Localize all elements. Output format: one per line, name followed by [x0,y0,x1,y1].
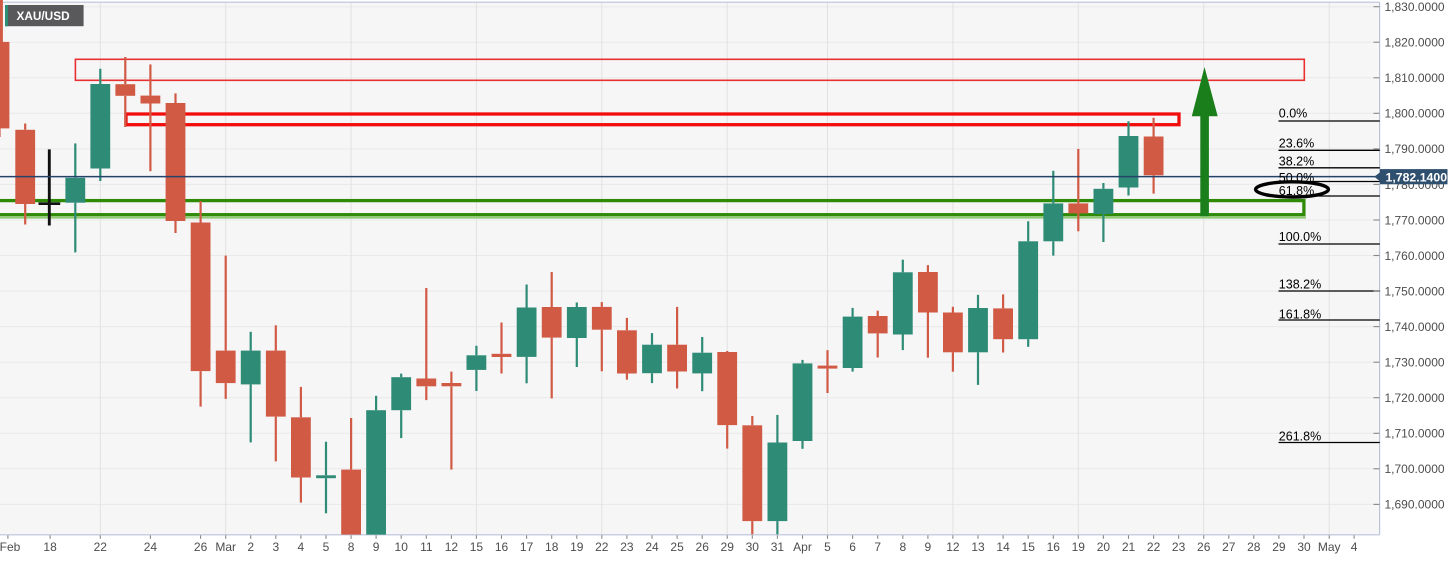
svg-text:1,820.0000: 1,820.0000 [1385,36,1445,50]
svg-text:15: 15 [470,540,484,554]
svg-text:31: 31 [771,540,785,554]
svg-text:May: May [1318,540,1341,554]
svg-text:11: 11 [420,540,433,554]
svg-text:16: 16 [1047,540,1061,554]
svg-text:38.2%: 38.2% [1279,155,1314,169]
svg-text:30: 30 [1297,540,1311,554]
svg-text:8: 8 [899,540,906,554]
svg-text:2: 2 [247,540,254,554]
svg-text:1,740.0000: 1,740.0000 [1385,320,1445,334]
svg-text:Mar: Mar [215,540,236,554]
svg-text:29: 29 [721,540,735,554]
svg-text:161.8%: 161.8% [1279,307,1321,321]
svg-text:19: 19 [1072,540,1086,554]
svg-text:1,720.0000: 1,720.0000 [1385,391,1445,405]
svg-text:1,830.0000: 1,830.0000 [1385,0,1445,14]
svg-text:20: 20 [1097,540,1111,554]
svg-text:1,810.0000: 1,810.0000 [1385,71,1445,85]
svg-text:Apr: Apr [793,540,812,554]
svg-text:1,730.0000: 1,730.0000 [1385,356,1445,370]
svg-text:24: 24 [645,540,659,554]
svg-text:14: 14 [996,540,1010,554]
svg-text:9: 9 [925,540,932,554]
svg-text:1,710.0000: 1,710.0000 [1385,427,1445,441]
svg-text:13: 13 [971,540,985,554]
svg-text:0.0%: 0.0% [1279,107,1308,121]
svg-text:Feb: Feb [0,540,21,554]
svg-text:29: 29 [1272,540,1286,554]
svg-text:22: 22 [94,540,108,554]
svg-text:1,800.0000: 1,800.0000 [1385,107,1445,121]
svg-text:5: 5 [323,540,330,554]
svg-text:23.6%: 23.6% [1279,137,1314,151]
svg-text:16: 16 [495,540,509,554]
svg-text:4: 4 [298,540,305,554]
svg-text:22: 22 [1147,540,1161,554]
svg-text:10: 10 [395,540,409,554]
svg-text:28: 28 [1247,540,1261,554]
svg-text:5: 5 [824,540,831,554]
svg-text:1,790.0000: 1,790.0000 [1385,142,1445,156]
svg-text:138.2%: 138.2% [1279,277,1321,291]
svg-text:15: 15 [1022,540,1036,554]
svg-text:30: 30 [746,540,760,554]
svg-text:25: 25 [670,540,684,554]
svg-text:17: 17 [520,540,534,554]
svg-text:61.8%: 61.8% [1279,184,1314,198]
svg-text:26: 26 [696,540,710,554]
svg-text:27: 27 [1222,540,1236,554]
svg-text:12: 12 [445,540,459,554]
svg-text:4: 4 [1351,540,1358,554]
svg-text:19: 19 [570,540,584,554]
svg-text:12: 12 [946,540,960,554]
svg-text:23: 23 [1172,540,1186,554]
svg-text:8: 8 [348,540,355,554]
svg-text:1,750.0000: 1,750.0000 [1385,284,1445,298]
svg-text:18: 18 [43,540,57,554]
svg-text:1,690.0000: 1,690.0000 [1385,498,1445,512]
svg-text:23: 23 [620,540,634,554]
svg-text:XAU/USD: XAU/USD [17,9,71,23]
svg-text:1,700.0000: 1,700.0000 [1385,462,1445,476]
svg-text:22: 22 [595,540,609,554]
svg-text:9: 9 [373,540,380,554]
svg-text:100.0%: 100.0% [1279,230,1321,244]
svg-text:3: 3 [272,540,279,554]
svg-text:1,760.0000: 1,760.0000 [1385,249,1445,263]
svg-text:21: 21 [1122,540,1136,554]
svg-text:7: 7 [874,540,881,554]
svg-text:26: 26 [1197,540,1211,554]
svg-text:6: 6 [849,540,856,554]
svg-text:24: 24 [144,540,158,554]
svg-text:261.8%: 261.8% [1279,429,1321,443]
svg-text:18: 18 [545,540,559,554]
svg-text:1,782.1400: 1,782.1400 [1386,170,1448,184]
svg-text:1,770.0000: 1,770.0000 [1385,213,1445,227]
svg-text:26: 26 [194,540,208,554]
